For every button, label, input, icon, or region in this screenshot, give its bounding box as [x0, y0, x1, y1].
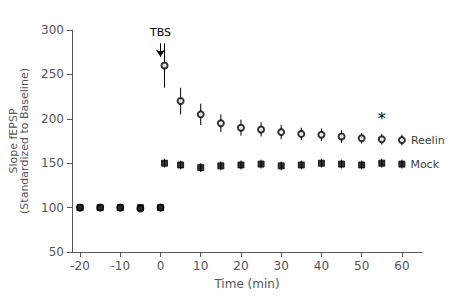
svg-text:200: 200: [41, 112, 64, 126]
svg-text:-10: -10: [110, 259, 130, 273]
svg-text:*: *: [378, 109, 386, 128]
svg-text:150: 150: [41, 156, 64, 170]
svg-text:Slope fEPSP: Slope fEPSP: [7, 108, 21, 174]
svg-text:250: 250: [41, 67, 64, 81]
svg-text:100: 100: [41, 201, 64, 215]
svg-text:Reelin: Reelin: [411, 134, 445, 147]
svg-text:30: 30: [274, 259, 289, 273]
svg-text:Time (min): Time (min): [213, 277, 279, 291]
svg-text:60: 60: [394, 259, 409, 273]
svg-text:300: 300: [41, 23, 64, 37]
svg-text:40: 40: [314, 259, 329, 273]
svg-text:10: 10: [193, 259, 208, 273]
svg-text:-20: -20: [70, 259, 90, 273]
svg-text:0: 0: [157, 259, 165, 273]
svg-text:TBS: TBS: [149, 26, 171, 39]
svg-text:50: 50: [49, 245, 64, 259]
svg-text:20: 20: [233, 259, 248, 273]
svg-text:Mock: Mock: [410, 158, 439, 171]
svg-text:50: 50: [354, 259, 369, 273]
svg-text:(Standardized to Baseline): (Standardized to Baseline): [18, 68, 31, 214]
